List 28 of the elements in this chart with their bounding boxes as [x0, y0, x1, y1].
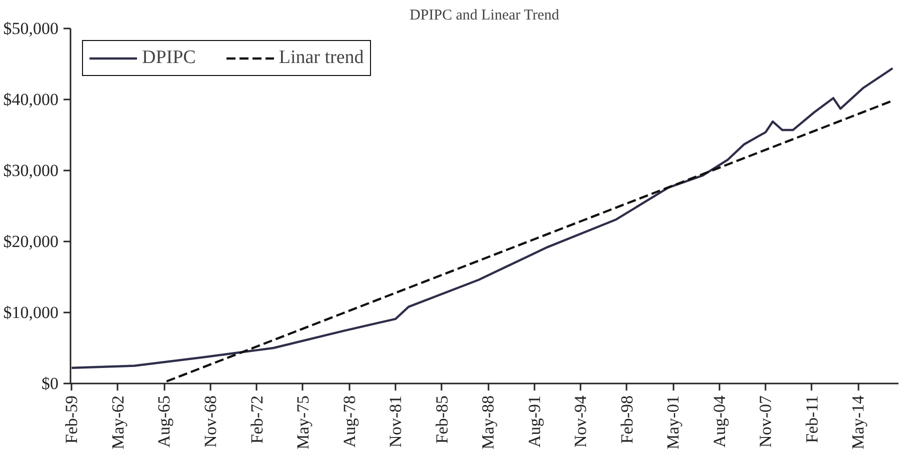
x-tick-label: Nov-81: [386, 395, 406, 448]
x-tick-label: Aug-91: [524, 395, 544, 448]
legend-label: DPIPC: [142, 47, 196, 69]
x-tick-label: May-01: [664, 395, 683, 450]
x-tick-label: May-14: [848, 395, 868, 450]
x-tick-label: Aug-65: [154, 395, 174, 448]
y-tick-label: $50,000: [3, 19, 58, 38]
x-tick-label: Feb-11: [802, 396, 822, 444]
x-tick-label: Feb-98: [617, 395, 636, 444]
x-tick-label: May-62: [108, 395, 128, 450]
x-tick-label: Nov-07: [756, 395, 776, 448]
legend-label: Linar trend: [278, 47, 364, 69]
y-tick-label: $30,000: [3, 161, 58, 180]
y-tick-label: $40,000: [3, 90, 58, 109]
line-series: [70, 67, 894, 369]
y-tick-label: $10,000: [3, 303, 58, 322]
x-tick-label: Feb-59: [62, 395, 82, 444]
x-tick-label: Aug-78: [340, 395, 359, 448]
y-tick-label: $20,000: [3, 232, 58, 251]
chart-title: DPIPC and Linear Trend: [410, 8, 560, 24]
x-tick-label: Nov-94: [571, 395, 590, 448]
y-tick-label: $0: [42, 374, 58, 393]
x-tick-label: Feb-85: [432, 395, 452, 444]
x-tick-label: Nov-68: [201, 395, 220, 448]
x-tick-label: May-75: [293, 395, 312, 450]
x-tick-label: Feb-72: [247, 395, 266, 444]
x-tick-label: Aug-04: [710, 395, 729, 448]
x-tick-label: May-88: [478, 395, 498, 450]
